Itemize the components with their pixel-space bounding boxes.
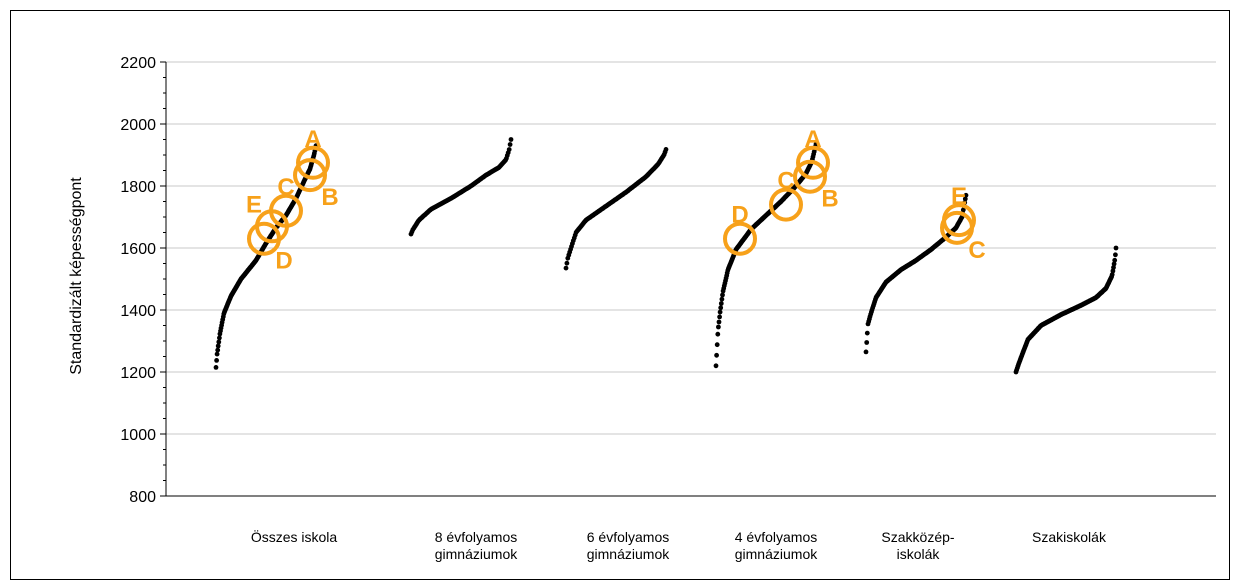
data-point [960,207,966,213]
y-tick-label: 800 [129,489,156,506]
data-point [719,296,725,302]
annotation-circle [940,210,974,245]
data-point [717,314,722,320]
data-point [718,301,724,306]
data-point [863,349,869,355]
data-point [663,147,669,152]
y-tick-label: 1000 [120,427,156,444]
annotation-circle [769,187,803,222]
annotation-label: E [951,183,967,210]
data-point [215,343,221,349]
data-point [714,342,720,348]
data-point [508,137,514,142]
annotation-label: A [304,126,321,153]
data-point [1113,252,1118,258]
y-axis-label: Standardizált képességpont [68,177,85,375]
data-point [1109,272,1115,277]
data-point [1111,261,1117,267]
data-point [216,339,222,345]
data-point [864,330,870,336]
category-label: gimnáziumok [587,546,670,562]
data-point [713,363,719,369]
data-points [213,137,1119,375]
y-tick-label: 1800 [120,179,156,196]
data-point [714,352,719,358]
data-point [716,324,721,330]
annotation-label: E [246,191,262,218]
data-point [213,365,219,370]
annotation-label: D [731,202,748,229]
data-point [963,192,969,198]
annotation-circle [793,159,827,194]
data-point [215,347,221,353]
data-point [507,142,513,147]
data-point [813,141,819,147]
data-point [715,331,721,337]
data-point [716,319,722,325]
annotation-circle [255,209,289,244]
data-point [217,335,222,341]
data-point [564,260,570,266]
category-label: 6 évfolyamos [587,529,669,545]
y-tick-label: 1400 [120,303,156,320]
annotation-label: C [777,168,794,195]
y-tick-label: 1600 [120,241,156,258]
data-point [1112,257,1118,263]
data-point [563,265,569,271]
grid-lines [166,61,1216,435]
y-tick-label: 2200 [120,55,156,72]
annotation-circle [296,145,330,180]
category-label: gimnáziumok [435,546,518,562]
y-axis: 800 1000 1200 1400 1600 1800 2000 2200 [120,55,1216,506]
annotation-circle [723,221,757,256]
category-label: gimnáziumok [735,546,818,562]
category-label: Szakközép- [881,529,954,545]
annotation-label: A [804,126,821,153]
category-label: iskolák [897,546,941,562]
annotation-label: D [275,248,292,275]
data-point [506,147,512,152]
annotation-circle [796,145,830,180]
annotation-label: B [821,186,838,213]
data-point [962,196,968,202]
category-label: Összes iskola [251,528,338,545]
scatter-chart: 800 1000 1200 1400 1600 1800 2000 2200 Összes i… [68,55,1216,562]
category-label: Szakiskolák [1032,529,1107,545]
category-label: 4 évfolyamos [735,529,817,545]
chart-frame: 800 1000 1200 1400 1600 1800 2000 2200 Összes i… [10,10,1230,580]
annotation-circle [293,158,327,193]
annotation-label: B [321,184,338,211]
category-label: 8 évfolyamos [435,529,517,545]
data-point [717,309,723,315]
data-point [1113,245,1119,251]
y-tick-label: 2000 [120,117,156,134]
data-point [214,351,220,357]
annotation-label: C [968,237,985,264]
data-point [214,358,220,363]
y-tick-label: 1200 [120,365,156,382]
annotation-label: C [277,174,294,201]
data-point [864,340,870,345]
data-point [720,292,725,298]
data-point [1111,265,1116,270]
data-point [718,305,724,311]
